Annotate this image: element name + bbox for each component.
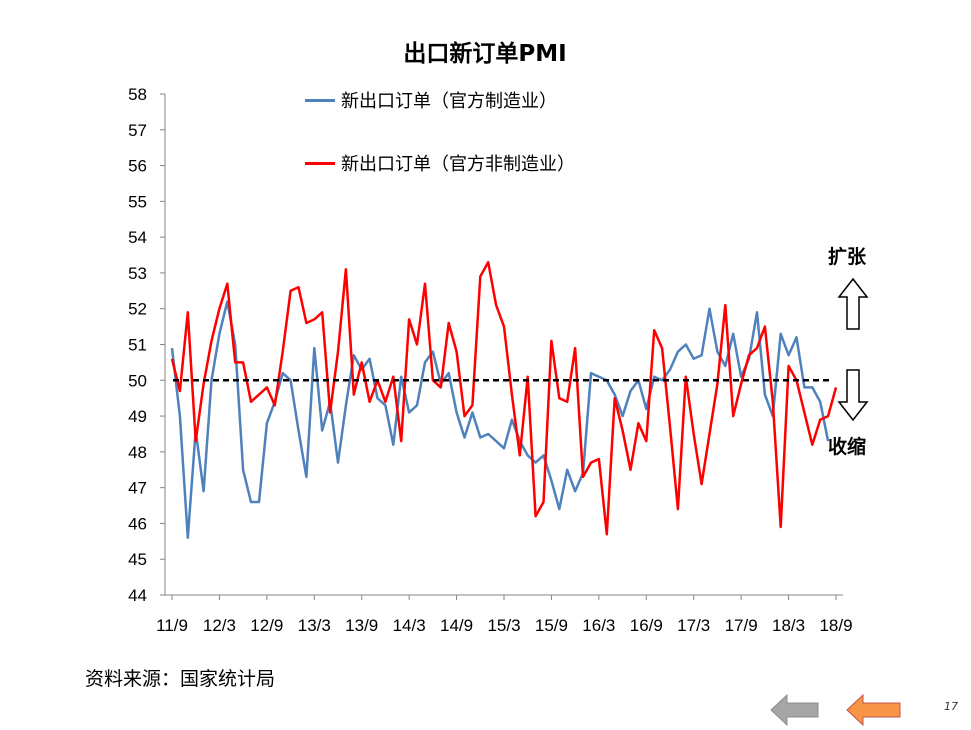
y-tick-label: 44 <box>128 586 147 605</box>
up-arrow-icon <box>837 277 869 330</box>
x-tick-label: 16/9 <box>630 616 663 635</box>
x-tick-label: 15/3 <box>487 616 520 635</box>
x-tick-label: 18/9 <box>819 616 852 635</box>
y-tick-label: 58 <box>128 85 147 104</box>
x-tick-label: 13/9 <box>345 616 378 635</box>
y-tick-label: 49 <box>128 407 147 426</box>
x-tick-label: 14/9 <box>440 616 473 635</box>
y-tick-label: 53 <box>128 264 147 283</box>
x-tick-label: 13/3 <box>298 616 331 635</box>
expand-label: 扩张 <box>828 246 867 268</box>
y-tick-label: 50 <box>128 371 147 390</box>
y-tick-label: 46 <box>128 514 147 533</box>
left-arrow-icon <box>770 693 819 727</box>
y-tick-label: 47 <box>128 479 147 498</box>
legend-label-manufacturing: 新出口订单（官方制造业） <box>341 91 557 112</box>
y-tick-label: 45 <box>128 550 147 569</box>
x-tick-label: 14/3 <box>393 616 426 635</box>
x-tick-label: 12/3 <box>203 616 236 635</box>
legend-label-non-manufacturing: 新出口订单（官方非制造业） <box>341 154 575 175</box>
contract-label: 收缩 <box>828 436 867 458</box>
series-line-non-manufacturing <box>170 260 838 536</box>
x-tick-label: 17/9 <box>725 616 758 635</box>
source-note: 资料来源：国家统计局 <box>85 668 276 690</box>
x-tick-label: 16/3 <box>582 616 615 635</box>
y-tick-label: 57 <box>128 121 147 140</box>
x-tick-label: 17/3 <box>677 616 710 635</box>
y-tick-label: 54 <box>128 228 147 247</box>
series-line-manufacturing <box>170 300 830 539</box>
legend-item-manufacturing: 新出口订单（官方制造业） <box>305 88 557 112</box>
prev-slide-button[interactable] <box>770 693 820 727</box>
next-slide-button[interactable] <box>846 693 901 727</box>
left-arrow-icon <box>846 693 901 727</box>
y-tick-label: 56 <box>128 157 147 176</box>
x-tick-label: 11/9 <box>156 616 188 635</box>
legend-item-non-manufacturing: 新出口订单（官方非制造业） <box>305 151 575 175</box>
page-number: 17 <box>944 700 958 713</box>
down-arrow-icon <box>837 369 869 422</box>
y-tick-label: 51 <box>128 336 147 355</box>
y-tick-label: 52 <box>128 300 147 319</box>
x-tick-label: 18/3 <box>772 616 805 635</box>
x-tick-label: 12/9 <box>250 616 283 635</box>
legend-swatch-blue <box>305 98 335 102</box>
x-tick-label: 15/9 <box>535 616 568 635</box>
legend-swatch-red <box>305 161 335 165</box>
chart-title: 出口新订单PMI <box>403 41 567 67</box>
y-tick-label: 48 <box>128 443 147 462</box>
y-tick-label: 55 <box>128 192 147 211</box>
